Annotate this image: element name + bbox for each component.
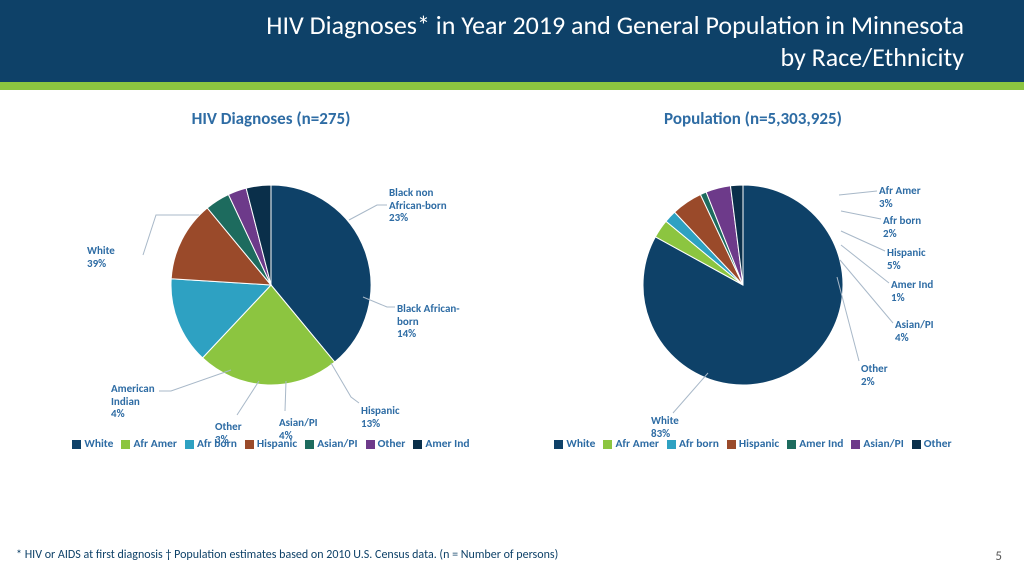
- slice-label: Other2%: [861, 363, 888, 388]
- leader-line: [349, 205, 387, 220]
- leader-line: [837, 277, 859, 361]
- chart-hiv-diagnoses: HIV Diagnoses (n=275) White39% Black nonA…: [41, 108, 501, 451]
- slice-label: Hispanic5%: [887, 247, 926, 272]
- slice-label: Asian/PI4%: [279, 417, 318, 442]
- leader-line: [841, 211, 881, 219]
- leader-line: [841, 231, 885, 251]
- accent-bar: [0, 82, 1024, 90]
- leader-line: [841, 245, 889, 283]
- slice-label: White39%: [87, 245, 115, 270]
- page-number: 5: [995, 549, 1002, 564]
- slice-label: Black African-born14%: [397, 303, 460, 341]
- slice-label: Hispanic13%: [361, 405, 400, 430]
- chart1-title: HIV Diagnoses (n=275): [192, 108, 351, 129]
- leader-line: [331, 363, 359, 403]
- slice-label: AmericanIndian4%: [111, 383, 155, 421]
- chart2-title: Population (n=5,303,925): [664, 108, 842, 129]
- header: HIV Diagnoses* in Year 2019 and General …: [0, 0, 1024, 82]
- chart1-pie: White39% Black nonAfrican-born23% Black Af…: [61, 135, 481, 435]
- leader-line: [839, 191, 877, 195]
- leader-line: [673, 373, 708, 413]
- leader-line: [840, 260, 893, 323]
- page-title: HIV Diagnoses* in Year 2019 and General …: [266, 9, 964, 74]
- slice-label: Amer Ind1%: [891, 279, 933, 304]
- leader-line: [285, 381, 286, 411]
- slice-label: Other3%: [215, 421, 242, 446]
- leader-line: [159, 370, 231, 391]
- charts-row: HIV Diagnoses (n=275) White39% Black nonA…: [0, 90, 1024, 451]
- chart-population: Population (n=5,303,925) White83% Afr Ame…: [523, 108, 983, 451]
- slice-label: Afr born2%: [883, 215, 921, 240]
- leader-line: [237, 381, 259, 415]
- slice-label: Asian/PI4%: [895, 319, 934, 344]
- slice-label: White83%: [651, 415, 679, 440]
- title-line2: by Race/Ethnicity: [266, 41, 964, 74]
- slice-label: Black nonAfrican-born23%: [389, 187, 447, 225]
- footnote: * HIV or AIDS at first diagnosis † Popul…: [16, 548, 1008, 562]
- chart2-pie: White83%Afr Amer3%Afr born2%Hispanic5%Am…: [543, 135, 963, 435]
- slice-label: Afr Amer3%: [879, 185, 921, 210]
- footer: * HIV or AIDS at first diagnosis † Popul…: [16, 548, 1008, 562]
- title-line1: HIV Diagnoses* in Year 2019 and General …: [266, 9, 964, 42]
